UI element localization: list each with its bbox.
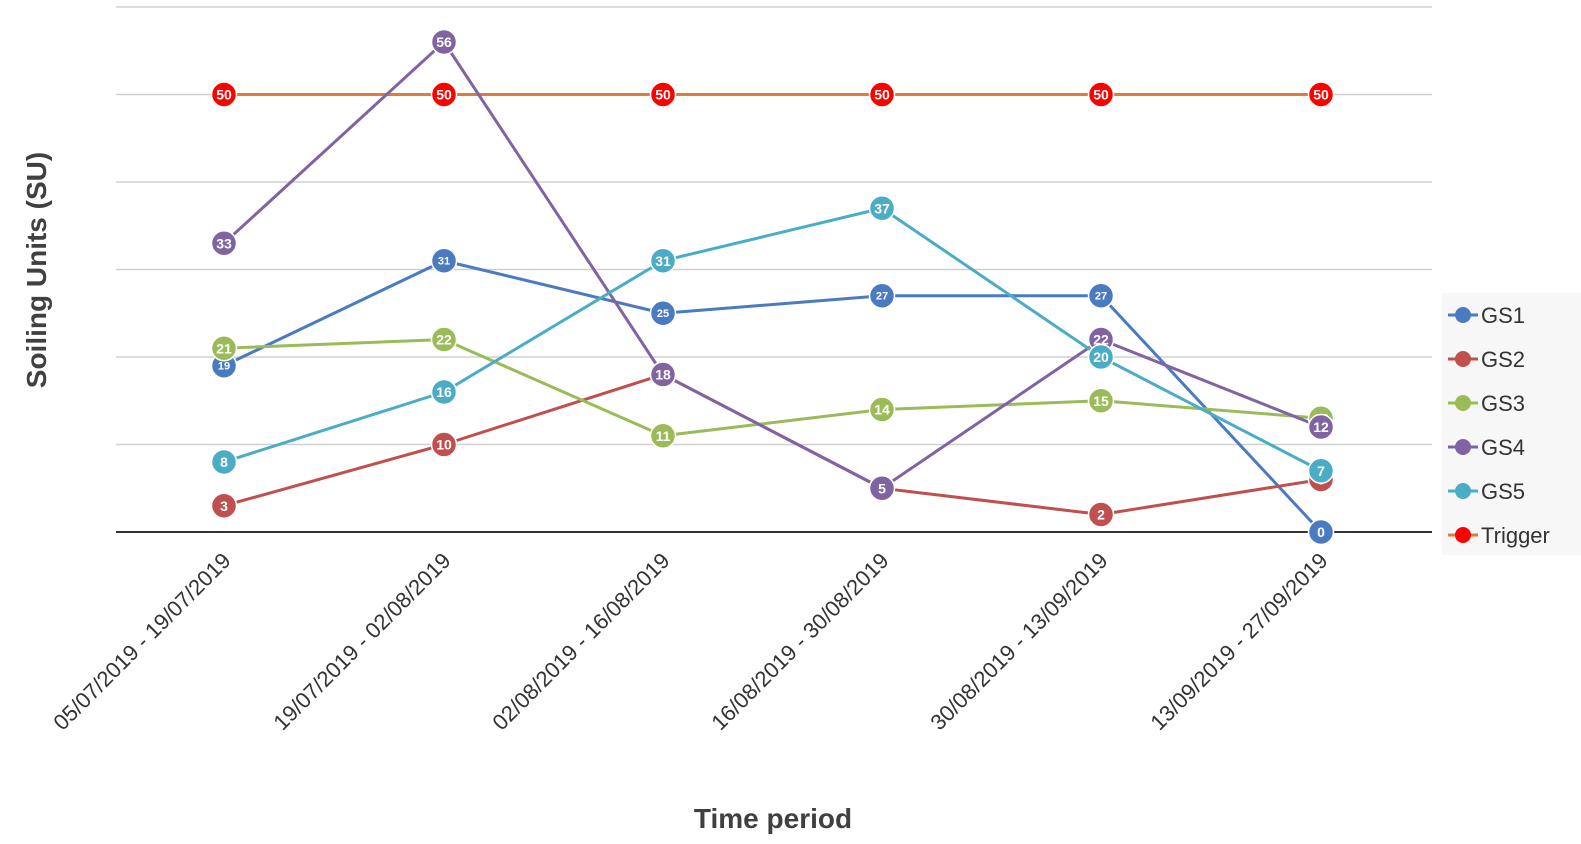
data-label-trigger: 50	[874, 87, 890, 103]
legend-label-gs1: GS1	[1481, 303, 1525, 328]
data-label-gs3: 14	[874, 402, 890, 418]
data-label-gs1: 25	[657, 308, 669, 320]
data-point-gs3	[1087, 387, 1115, 414]
data-point-gs4	[649, 361, 677, 388]
data-label-gs5: 7	[1317, 463, 1325, 479]
data-point-trigger	[210, 81, 238, 108]
data-label-gs1: 0	[1317, 524, 1325, 540]
data-label-gs4: 22	[1093, 332, 1109, 348]
legend-marker-gs1	[1455, 307, 1471, 323]
data-point-gs1	[1307, 518, 1335, 546]
data-point-gs3	[210, 335, 238, 362]
data-point-gs4	[868, 475, 896, 502]
data-point-trigger	[1307, 81, 1335, 108]
data-label-gs2: 10	[436, 437, 452, 453]
data-label-gs5: 16	[436, 384, 452, 400]
data-point-gs5	[1307, 457, 1335, 484]
series-line-gs4	[222, 40, 1322, 490]
grid-lines	[116, 6, 1432, 446]
data-label-trigger: 50	[436, 87, 452, 103]
data-point-gs5	[649, 247, 677, 274]
data-point-gs2	[1087, 501, 1115, 528]
data-label-gs5: 20	[1093, 349, 1109, 365]
data-point-gs2	[210, 492, 238, 519]
x-tick-label: 13/09/2019 - 27/09/2019	[1145, 548, 1332, 735]
data-label-gs4: 5	[878, 480, 886, 496]
legend-marker-gs4	[1455, 439, 1471, 455]
data-point-trigger	[868, 81, 896, 108]
legend-marker-gs5	[1455, 483, 1471, 499]
legend-label-trigger: Trigger	[1481, 523, 1550, 548]
y-axis-title: Soiling Units (SU)	[21, 152, 52, 388]
data-point-gs5	[868, 195, 896, 222]
data-label-gs2: 2	[1097, 507, 1105, 523]
data-point-trigger	[430, 81, 458, 108]
x-tick-label: 30/08/2019 - 13/09/2019	[925, 548, 1112, 735]
data-point-gs4	[210, 230, 238, 257]
x-tick-labels: 05/07/2019 - 19/07/2019 19/07/2019 - 02/0…	[48, 548, 1332, 735]
data-label-trigger: 50	[216, 87, 232, 103]
series-markers: 5050505050501931252727031018526212211141…	[210, 28, 1335, 546]
data-label-gs1: 31	[438, 256, 450, 268]
legend-marker-trigger	[1455, 527, 1471, 543]
data-label-gs4: 33	[216, 235, 232, 251]
data-point-gs1	[1087, 282, 1115, 309]
data-label-trigger: 50	[1313, 87, 1329, 103]
series-line-gs1	[223, 259, 1323, 534]
data-point-trigger	[649, 81, 677, 108]
data-label-gs1: 27	[1095, 291, 1107, 303]
data-label-gs4: 18	[655, 367, 671, 383]
data-point-gs5	[430, 378, 458, 406]
data-point-gs1	[430, 247, 458, 274]
data-point-gs3	[868, 396, 896, 423]
legend-label-gs2: GS2	[1481, 347, 1525, 372]
data-label-trigger: 50	[1093, 87, 1109, 103]
x-tick-label: 05/07/2019 - 19/07/2019	[48, 548, 235, 735]
series-line-gs5	[223, 206, 1322, 473]
x-axis-title: Time period	[694, 803, 852, 834]
data-label-gs2: 3	[220, 498, 228, 514]
x-tick-label: 19/07/2019 - 02/08/2019	[268, 548, 455, 735]
data-label-trigger: 50	[655, 87, 671, 103]
data-point-gs4	[1307, 413, 1335, 441]
data-point-trigger	[1087, 81, 1115, 108]
data-label-gs4: 12	[1313, 419, 1329, 435]
x-tick-label: 16/08/2019 - 30/08/2019	[706, 548, 893, 735]
legend-label-gs5: GS5	[1481, 479, 1525, 504]
data-label-gs5: 8	[220, 454, 228, 470]
data-label-gs1: 27	[876, 291, 888, 303]
data-point-gs3	[649, 422, 677, 449]
data-label-gs4: 56	[436, 34, 452, 50]
legend: GS1 GS2 GS3 GS4 GS5 Trigger	[1442, 293, 1581, 555]
data-label-gs5: 37	[874, 200, 890, 216]
legend-marker-gs3	[1455, 395, 1471, 411]
series-lines	[222, 40, 1323, 534]
data-label-gs1: 19	[218, 361, 230, 373]
data-label-gs5: 31	[655, 253, 671, 269]
legend-marker-gs2	[1455, 351, 1471, 367]
data-point-gs3	[430, 326, 458, 353]
legend-label-gs3: GS3	[1481, 391, 1525, 416]
data-point-gs5	[210, 448, 238, 476]
data-point-gs1	[649, 300, 677, 327]
series-line-gs3	[223, 338, 1322, 438]
data-point-gs4	[430, 28, 458, 56]
data-label-gs3: 11	[656, 428, 671, 444]
legend-label-gs4: GS4	[1481, 435, 1525, 460]
data-label-gs3: 22	[436, 332, 452, 348]
legend-box	[1442, 293, 1581, 555]
x-tick-label: 02/08/2019 - 16/08/2019	[487, 548, 674, 735]
data-point-gs5	[1087, 343, 1115, 371]
data-point-gs2	[430, 431, 458, 458]
data-label-gs3: 15	[1093, 393, 1109, 409]
data-label-gs3: 21	[216, 340, 232, 356]
data-point-gs1	[868, 282, 896, 309]
